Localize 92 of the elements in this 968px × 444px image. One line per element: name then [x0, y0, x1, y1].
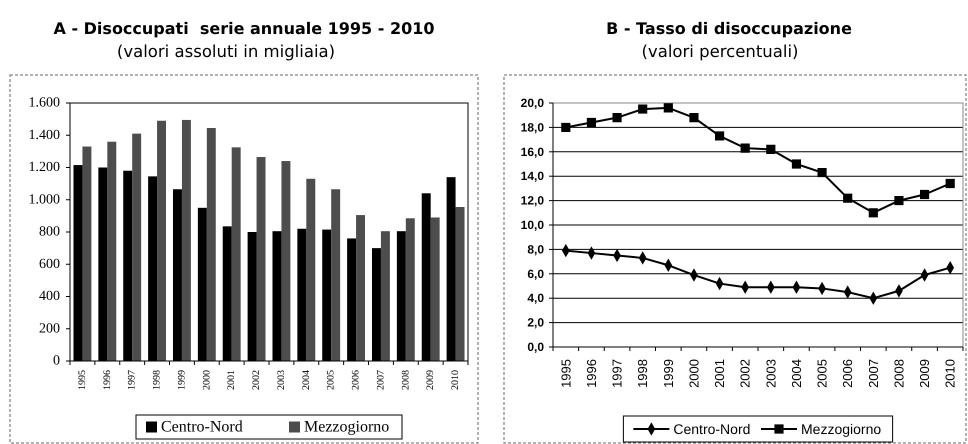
legend-label: Centro-Nord	[161, 418, 243, 436]
y-tick-label: 6,0	[527, 266, 544, 281]
bar	[306, 178, 316, 361]
x-tick-label: 2000	[201, 370, 212, 390]
point	[868, 208, 878, 218]
bar	[82, 146, 92, 361]
x-tick-label: 2008	[400, 370, 412, 390]
x-tick-label: 1995	[76, 370, 88, 390]
bar	[380, 231, 390, 361]
x-tick-label: 1998	[635, 359, 650, 388]
point	[714, 131, 724, 141]
x-tick-label: 2006	[350, 370, 362, 390]
point	[586, 118, 596, 128]
legend-label: Mezzogiorno	[304, 418, 390, 436]
y-tick-label: 1.400	[28, 128, 60, 143]
y-tick-label: 1.200	[28, 160, 60, 175]
y-tick-label: 0	[53, 354, 60, 368]
y-tick-label: 2,0	[527, 316, 544, 330]
x-tick-label: 2000	[686, 359, 702, 388]
bar	[232, 147, 241, 361]
x-tick-label: 2001	[226, 370, 238, 390]
x-tick-label: 2004	[788, 359, 804, 388]
legend-label: Mezzogiorno	[801, 421, 882, 437]
bar	[256, 157, 266, 361]
x-tick-label: 2009	[425, 370, 436, 390]
x-tick-label: 2002	[738, 359, 753, 388]
x-tick-label: 2002	[251, 370, 262, 390]
bar	[456, 207, 465, 361]
point	[894, 196, 904, 206]
bar	[107, 142, 116, 361]
bar	[132, 134, 142, 361]
x-tick-label: 2010	[450, 370, 462, 390]
y-tick-label: 8,0	[527, 242, 544, 256]
point	[766, 144, 776, 154]
x-tick-label: 2007	[866, 359, 881, 388]
y-tick-label: 600	[39, 256, 60, 272]
chart-subtitle: (valori percentuali)	[642, 42, 798, 61]
y-tick-label: 12,0	[520, 194, 544, 208]
point	[740, 144, 750, 153]
bar	[406, 218, 415, 361]
point	[638, 104, 648, 114]
chart-title: B - Tasso di disoccupazione	[606, 19, 852, 38]
bar	[157, 120, 166, 361]
y-tick-label: 0,0	[527, 340, 544, 354]
bar	[281, 161, 290, 361]
y-tick-label: 1.000	[28, 192, 60, 208]
y-tick-label: 18,0	[520, 120, 544, 134]
bar	[182, 120, 191, 361]
x-tick-label: 2003	[763, 359, 778, 388]
point	[946, 178, 955, 188]
x-tick-label: 2007	[375, 370, 386, 390]
y-tick-label: 20,0	[520, 96, 544, 110]
x-tick-label: 2009	[917, 359, 932, 388]
x-tick-label: 1997	[610, 359, 625, 388]
x-tick-label: 2005	[326, 370, 337, 390]
x-tick-label: 1997	[126, 370, 138, 390]
x-tick-label: 1996	[102, 370, 113, 390]
x-tick-label: 1998	[152, 370, 163, 390]
point	[689, 113, 699, 122]
legend-label: Centro-Nord	[673, 421, 750, 437]
y-tick-label: 200	[39, 321, 60, 336]
point	[792, 159, 802, 169]
chart-subtitle: (valori assoluti in migliaia)	[116, 42, 336, 61]
bar	[430, 217, 440, 361]
x-tick-label: 1995	[558, 359, 574, 388]
bar	[356, 215, 366, 361]
y-tick-label: 1.600	[28, 96, 60, 110]
x-tick-label: 2006	[840, 359, 856, 388]
x-tick-label: 2005	[814, 359, 830, 388]
point	[612, 113, 622, 122]
x-tick-label: 1999	[660, 359, 676, 388]
point	[664, 103, 673, 112]
x-tick-label: 1996	[584, 359, 599, 388]
y-tick-label: 4,0	[527, 291, 544, 306]
x-tick-label: 2004	[300, 370, 312, 390]
x-tick-label: 2003	[276, 370, 287, 390]
chart-title: A - Disoccupati serie annuale 1995 - 2010	[53, 19, 435, 38]
point	[920, 190, 930, 200]
bar	[206, 128, 216, 361]
x-tick-label: 2008	[891, 359, 906, 388]
y-tick-label: 10,0	[520, 218, 544, 232]
x-tick-label: 2001	[712, 359, 728, 388]
x-tick-label: 1999	[176, 370, 188, 390]
bar	[331, 189, 340, 361]
point	[843, 194, 852, 203]
point	[817, 168, 827, 178]
y-tick-label: 16,0	[520, 144, 544, 159]
x-tick-label: 2010	[942, 359, 958, 388]
y-tick-label: 800	[39, 224, 60, 240]
y-tick-label: 400	[39, 289, 60, 304]
point	[561, 122, 570, 132]
y-tick-label: 14,0	[520, 169, 544, 184]
